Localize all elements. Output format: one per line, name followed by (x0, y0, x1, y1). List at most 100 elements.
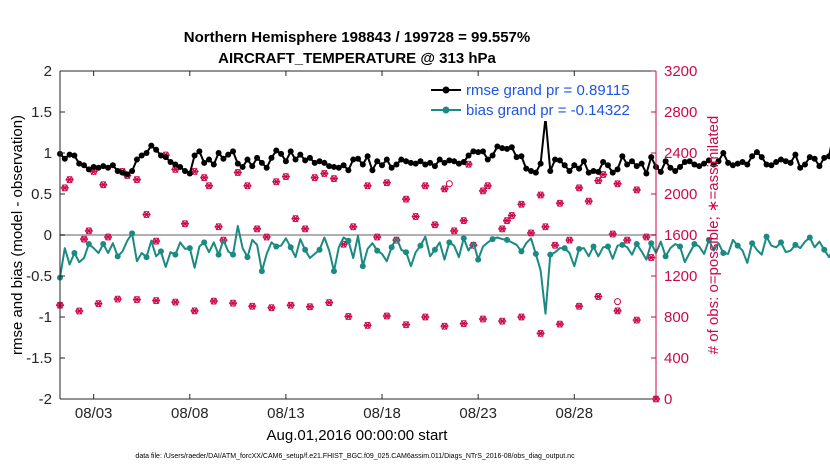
obs-count-marker (450, 227, 459, 235)
bias-point (460, 235, 467, 242)
bias-point (518, 248, 525, 255)
rmse-point (777, 156, 784, 163)
obs-possible-ring (181, 220, 189, 228)
rmse-point (422, 161, 429, 168)
obs-possible-ring (143, 211, 151, 218)
rmse-point (81, 162, 88, 169)
obs-possible-ring (61, 184, 69, 192)
obs-count-marker (459, 320, 468, 328)
obs-possible-ring (191, 307, 199, 315)
rmse-point (701, 160, 708, 167)
rmse-point (76, 160, 83, 167)
obs-count-marker (402, 321, 411, 329)
obs-possible-ring (565, 236, 573, 244)
obs-count-marker (214, 223, 223, 231)
obs-possible-ring (287, 301, 295, 309)
obs-count-marker (382, 312, 391, 320)
rmse-point (638, 160, 645, 167)
bias-point (388, 244, 395, 251)
obs-count-marker (507, 211, 516, 220)
rmse-point (604, 162, 611, 169)
obs-count-marker (555, 199, 564, 207)
rmse-point (282, 158, 289, 165)
obs-count-marker (565, 236, 574, 244)
rmse-point (571, 162, 578, 169)
rmse-point (470, 148, 477, 155)
rmse-point (393, 161, 400, 168)
rmse-point (585, 169, 592, 176)
bias-point (604, 243, 611, 250)
obs-possible-ring (609, 230, 617, 238)
obs-count-marker (132, 176, 141, 184)
rmse-point (306, 154, 313, 161)
x-tick-label: 08/03 (75, 405, 113, 422)
y-right-tick-label: 2800 (664, 104, 697, 121)
bias-point (576, 245, 583, 252)
obs-count-marker (281, 172, 290, 181)
obs-count-marker (613, 307, 622, 315)
rmse-point (489, 152, 496, 159)
y-left-tick-label: 1.5 (31, 104, 52, 121)
obs-count-marker (267, 304, 276, 312)
obs-possible-ring (152, 237, 160, 245)
y-right-tick-label: 2000 (664, 186, 697, 203)
obs-count-marker (209, 297, 218, 305)
y-right-tick-label: 400 (664, 350, 689, 367)
obs-count-marker (291, 214, 300, 223)
rmse-point (254, 154, 261, 161)
obs-possible-ring (450, 227, 458, 235)
rmse-point (186, 170, 193, 177)
obs-possible-ring (215, 223, 223, 231)
obs-possible-ring (272, 178, 280, 186)
obs-count-marker (517, 313, 526, 321)
obs-possible-ring (479, 315, 487, 323)
obs-possible-ring (594, 293, 602, 300)
obs-count-marker (84, 227, 93, 235)
obs-possible-ring (508, 212, 516, 220)
obs-possible-ring (99, 181, 107, 189)
rmse-point (383, 156, 390, 163)
rmse-point (326, 163, 333, 170)
obs-count-marker (349, 223, 358, 231)
bias-point (100, 241, 107, 248)
rmse-point (763, 161, 770, 168)
obs-count-marker (233, 168, 242, 177)
rmse-point (379, 162, 386, 169)
rmse-point (162, 154, 169, 161)
rmse-point (148, 142, 155, 149)
obs-count-marker (421, 182, 430, 190)
obs-count-marker (272, 178, 281, 186)
rmse-point (330, 163, 337, 170)
obs-possible-ring (133, 296, 141, 304)
obs-possible-ring (421, 313, 429, 321)
rmse-point (388, 164, 395, 171)
obs-count-marker (344, 312, 353, 321)
obs-count-marker (305, 303, 314, 311)
bias-point (633, 241, 640, 248)
rmse-point (129, 168, 136, 175)
obs-count-marker (551, 241, 560, 249)
obs-count-marker (142, 210, 151, 219)
rmse-point (734, 160, 741, 167)
obs-possible-ring (642, 233, 650, 241)
rmse-point (768, 162, 775, 169)
bias-point (619, 241, 626, 248)
bias-point (244, 254, 251, 261)
rmse-point (335, 164, 342, 171)
rmse-point (350, 156, 357, 163)
obs-possible-ring (614, 307, 622, 315)
y-axis-right-label: # of obs: o=possible; ∗=assimilated (705, 116, 722, 355)
obs-count-marker (613, 180, 622, 188)
obs-count-marker (517, 200, 526, 208)
rmse-point (451, 158, 458, 165)
obs-count-marker (594, 292, 603, 301)
rmse-point (624, 161, 631, 168)
rmse-point (105, 164, 112, 171)
obs-count-marker (632, 316, 641, 324)
x-tick-label: 08/28 (556, 405, 594, 422)
bias-point (475, 256, 482, 263)
obs-possible-ring (441, 185, 449, 193)
bias-point (806, 234, 813, 241)
bias-point (359, 263, 366, 270)
obs-count-marker (229, 299, 238, 307)
